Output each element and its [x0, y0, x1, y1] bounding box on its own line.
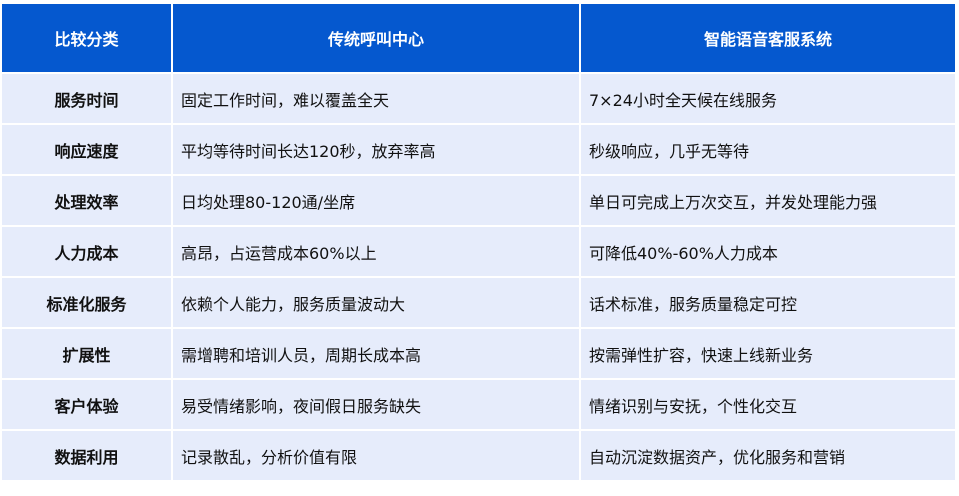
header-traditional: 传统呼叫中心 [171, 2, 581, 74]
traditional-cell: 平均等待时间长达120秒，放弃率高 [171, 123, 581, 176]
table-row: 人力成本 高昂，占运营成本60%以上 可降低40%-60%人力成本 [0, 225, 957, 278]
category-cell: 响应速度 [0, 123, 173, 176]
table-row: 处理效率 日均处理80-120通/坐席 单日可完成上万次交互，并发处理能力强 [0, 174, 957, 227]
traditional-cell: 易受情绪影响，夜间假日服务缺失 [171, 378, 581, 431]
table-row: 服务时间 固定工作时间，难以覆盖全天 7×24小时全天候在线服务 [0, 72, 957, 125]
ai-system-cell: 情绪识别与安抚，个性化交互 [579, 378, 957, 431]
traditional-cell: 记录散乱，分析价值有限 [171, 429, 581, 482]
comparison-table: 比较分类 传统呼叫中心 智能语音客服系统 服务时间 固定工作时间，难以覆盖全天 7×… [0, 2, 957, 482]
ai-system-cell: 可降低40%-60%人力成本 [579, 225, 957, 278]
table-row: 标准化服务 依赖个人能力，服务质量波动大 话术标准，服务质量稳定可控 [0, 276, 957, 329]
category-cell: 客户体验 [0, 378, 173, 431]
traditional-cell: 高昂，占运营成本60%以上 [171, 225, 581, 278]
category-cell: 数据利用 [0, 429, 173, 482]
traditional-cell: 依赖个人能力，服务质量波动大 [171, 276, 581, 329]
table-row: 客户体验 易受情绪影响，夜间假日服务缺失 情绪识别与安抚，个性化交互 [0, 378, 957, 431]
category-cell: 标准化服务 [0, 276, 173, 329]
header-row: 比较分类 传统呼叫中心 智能语音客服系统 [0, 2, 957, 74]
ai-system-cell: 自动沉淀数据资产，优化服务和营销 [579, 429, 957, 482]
traditional-cell: 需增聘和培训人员，周期长成本高 [171, 327, 581, 380]
table-row: 扩展性 需增聘和培训人员，周期长成本高 按需弹性扩容，快速上线新业务 [0, 327, 957, 380]
ai-system-cell: 按需弹性扩容，快速上线新业务 [579, 327, 957, 380]
ai-system-cell: 单日可完成上万次交互，并发处理能力强 [579, 174, 957, 227]
traditional-cell: 固定工作时间，难以覆盖全天 [171, 72, 581, 125]
traditional-cell: 日均处理80-120通/坐席 [171, 174, 581, 227]
table-row: 数据利用 记录散乱，分析价值有限 自动沉淀数据资产，优化服务和营销 [0, 429, 957, 482]
category-cell: 扩展性 [0, 327, 173, 380]
ai-system-cell: 秒级响应，几乎无等待 [579, 123, 957, 176]
category-cell: 人力成本 [0, 225, 173, 278]
category-cell: 服务时间 [0, 72, 173, 125]
ai-system-cell: 话术标准，服务质量稳定可控 [579, 276, 957, 329]
header-category: 比较分类 [0, 2, 173, 74]
category-cell: 处理效率 [0, 174, 173, 227]
ai-system-cell: 7×24小时全天候在线服务 [579, 72, 957, 125]
header-ai-system: 智能语音客服系统 [579, 2, 957, 74]
table-row: 响应速度 平均等待时间长达120秒，放弃率高 秒级响应，几乎无等待 [0, 123, 957, 176]
